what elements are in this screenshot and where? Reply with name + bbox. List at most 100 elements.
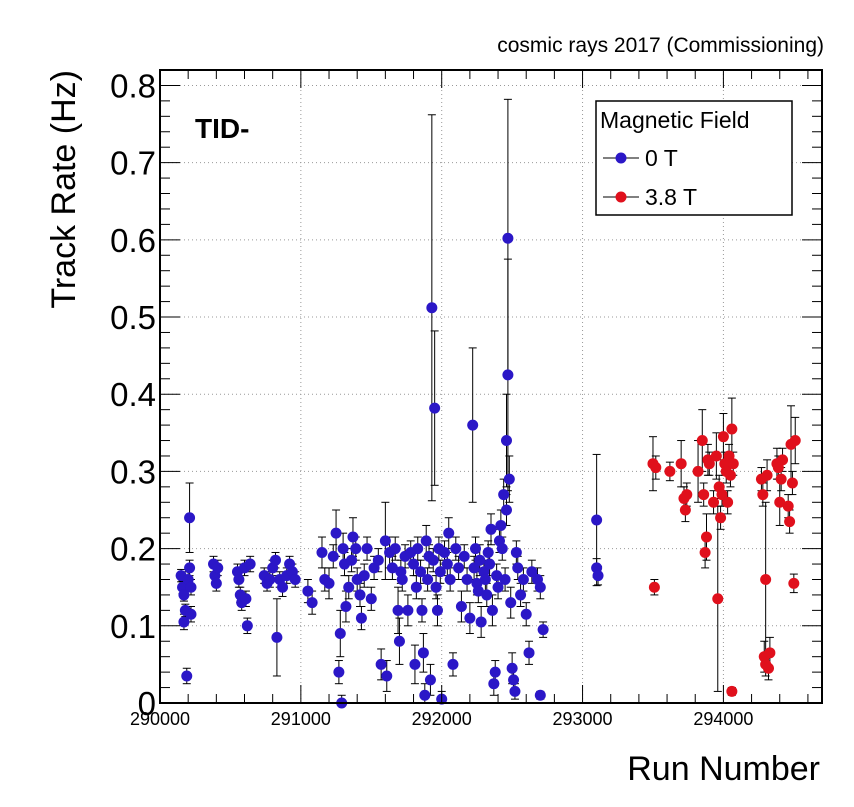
point-0t <box>515 589 527 601</box>
point-0t <box>185 608 197 620</box>
point-0t <box>458 550 470 562</box>
point-0t <box>420 535 432 547</box>
point-0t <box>269 554 281 566</box>
point-38t <box>784 516 796 528</box>
y-tick-label: 0.5 <box>110 299 156 336</box>
x-tick-label: 290000 <box>130 709 190 729</box>
point-0t <box>184 512 196 524</box>
point-0t <box>392 604 404 616</box>
point-0t <box>240 593 252 605</box>
point-38t <box>717 431 729 443</box>
point-0t <box>430 581 442 593</box>
point-0t <box>505 597 517 609</box>
point-38t <box>675 458 687 470</box>
point-0t <box>212 562 224 574</box>
data-points <box>175 232 801 709</box>
point-0t <box>429 402 441 414</box>
point-38t <box>722 496 734 508</box>
point-0t <box>502 232 514 244</box>
point-38t <box>775 473 787 485</box>
point-38t <box>716 489 728 501</box>
point-38t <box>703 458 715 470</box>
point-0t <box>453 562 465 574</box>
point-0t <box>306 597 318 609</box>
y-tick-label: 0.2 <box>110 531 156 568</box>
point-0t <box>233 573 245 585</box>
point-0t <box>482 546 494 558</box>
point-0t <box>523 647 535 659</box>
point-38t <box>786 477 798 489</box>
point-0t <box>241 620 253 632</box>
point-0t <box>337 543 349 555</box>
point-0t <box>327 550 339 562</box>
point-0t <box>210 577 222 589</box>
point-0t <box>431 604 443 616</box>
point-0t <box>350 543 362 555</box>
point-38t <box>701 531 713 543</box>
point-0t <box>472 585 484 597</box>
point-0t <box>389 543 401 555</box>
point-0t <box>492 581 504 593</box>
point-38t <box>762 662 774 674</box>
point-0t <box>424 674 436 686</box>
point-38t <box>760 573 772 585</box>
point-0t <box>271 631 283 643</box>
point-38t <box>788 577 800 589</box>
point-0t <box>354 589 366 601</box>
point-0t <box>347 531 359 543</box>
point-0t <box>402 604 414 616</box>
point-0t <box>422 573 434 585</box>
point-38t <box>648 581 660 593</box>
point-38t <box>664 465 676 477</box>
point-0t <box>416 604 428 616</box>
point-0t <box>330 527 342 539</box>
point-0t <box>488 678 500 690</box>
point-0t <box>512 562 524 574</box>
point-38t <box>726 423 738 435</box>
point-0t <box>491 570 503 582</box>
plot-frame <box>159 69 823 704</box>
y-tick-label: 0.4 <box>110 376 156 413</box>
point-0t <box>426 302 438 314</box>
point-0t <box>526 566 538 578</box>
point-0t <box>509 685 521 697</box>
x-tick-label: 291000 <box>271 709 331 729</box>
legend-marker-38t <box>615 191 627 203</box>
point-0t <box>455 601 467 613</box>
point-0t <box>500 504 512 516</box>
point-0t <box>316 546 328 558</box>
point-0t <box>475 616 487 628</box>
point-38t <box>692 465 704 477</box>
legend: Magnetic Field 0 T 3.8 T <box>595 100 793 216</box>
point-0t <box>178 589 190 601</box>
point-0t <box>503 473 515 485</box>
point-38t <box>712 593 724 605</box>
point-0t <box>481 589 493 601</box>
x-tick-labels: 290000 291000 292000 293000 294000 <box>130 709 753 729</box>
point-0t <box>396 573 408 585</box>
point-0t <box>417 647 429 659</box>
point-0t <box>415 566 427 578</box>
point-38t <box>681 489 693 501</box>
y-tick-label: 0.1 <box>110 608 156 645</box>
point-38t <box>726 685 738 697</box>
point-0t <box>408 558 420 570</box>
point-0t <box>244 558 256 570</box>
point-0t <box>427 554 439 566</box>
x-tick-label: 294000 <box>693 709 753 729</box>
x-tick-label: 292000 <box>412 709 472 729</box>
point-0t <box>464 612 476 624</box>
point-38t <box>764 647 776 659</box>
point-0t <box>372 554 384 566</box>
point-0t <box>444 573 456 585</box>
point-0t <box>381 670 393 682</box>
point-0t <box>506 662 518 674</box>
y-tick-label: 0.3 <box>110 453 156 490</box>
point-38t <box>789 435 801 447</box>
point-0t <box>484 558 496 570</box>
point-0t <box>520 608 532 620</box>
point-0t <box>365 593 377 605</box>
point-0t <box>277 581 289 593</box>
point-38t <box>782 500 794 512</box>
